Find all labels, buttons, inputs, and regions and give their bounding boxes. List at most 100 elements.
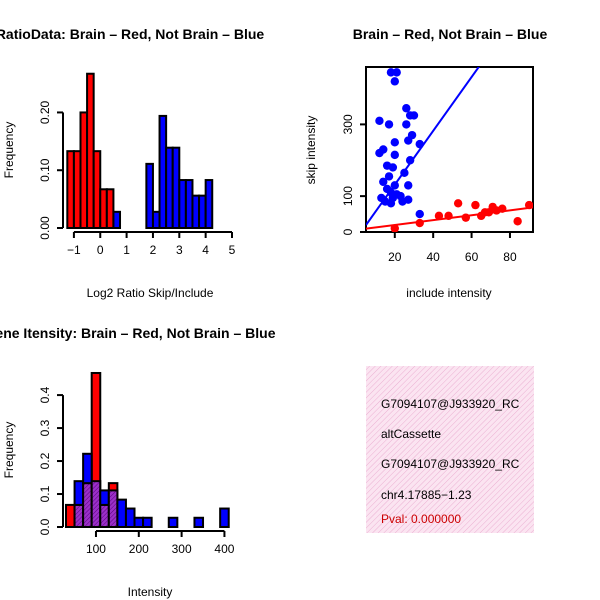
scatter-notbrain-point bbox=[415, 209, 424, 219]
scatter-notbrain-point bbox=[402, 120, 411, 129]
ratio-y-tick-label: 0.20 bbox=[38, 100, 52, 124]
scatter-brain-point bbox=[444, 211, 453, 221]
intensity-x-axis-label: Intensity bbox=[128, 585, 173, 599]
intensity-overlap-bar bbox=[82, 482, 93, 529]
intensity-x-tick-label: 300 bbox=[172, 542, 192, 556]
info-location: chr4.17885−1.23 bbox=[381, 488, 472, 502]
scatter-brain-point bbox=[471, 200, 480, 210]
ratio-histogram-panel: RatioData: Brain – Red, Not Brain – Blue… bbox=[0, 26, 264, 300]
scatter-brain-point bbox=[498, 204, 507, 213]
ratio-notbrain-bar bbox=[145, 162, 154, 229]
scatter-notbrain-point bbox=[390, 150, 399, 160]
intensity-y-tick-label: 0.0 bbox=[38, 518, 52, 535]
intensity-notbrain-bar bbox=[142, 516, 153, 528]
scatter-x-tick-label: 60 bbox=[465, 250, 479, 264]
intensity-notbrain-bar bbox=[133, 516, 145, 528]
intensity-notbrain-bar bbox=[99, 489, 110, 506]
ratio-x-tick-label: 0 bbox=[97, 243, 104, 257]
intensity-overlap-bar bbox=[99, 503, 110, 529]
scatter-notbrain-point bbox=[405, 156, 415, 165]
intensity-y-tick-label: 0.3 bbox=[38, 419, 52, 436]
scatter-notbrain-point bbox=[390, 181, 399, 190]
intensity-notbrain-bar bbox=[73, 480, 85, 506]
ratio-x-tick-label: 3 bbox=[176, 243, 183, 257]
intensity-scatter-panel: Brain – Red, Not Brain – Blue 20 40 60 80 0 1… bbox=[304, 26, 548, 300]
intensity-overlap-bar bbox=[90, 480, 102, 529]
info-gene-id-repeat: G7094107@J933920_RC bbox=[381, 457, 520, 471]
intensity-notbrain-bar bbox=[116, 498, 127, 528]
intensity-histogram-panel: Gene Itensity: Brain – Red, Not Brain – … bbox=[0, 325, 276, 599]
scatter-y-tick-label: 100 bbox=[341, 186, 355, 206]
scatter-brain-point bbox=[524, 200, 533, 210]
scatter-clipped-group bbox=[366, 67, 533, 232]
ratio-x-tick-label: 1 bbox=[123, 243, 130, 257]
scatter-notbrain-point bbox=[384, 120, 394, 129]
info-gene-id: G7094107@J933920_RC bbox=[381, 397, 520, 411]
scatter-notbrain-point bbox=[392, 68, 401, 77]
scatter-notbrain-point bbox=[404, 181, 413, 190]
ratio-notbrain-bar bbox=[204, 179, 214, 230]
scatter-brain-point bbox=[390, 224, 399, 232]
scatter-notbrain-point bbox=[402, 104, 411, 113]
ratio-x-tick-label: 2 bbox=[150, 243, 157, 257]
scatter-points bbox=[366, 67, 533, 232]
intensity-x-tick-label: 400 bbox=[214, 542, 234, 556]
scatter-y-tick-label: 0 bbox=[341, 228, 355, 235]
intensity-notbrain-bar bbox=[219, 507, 230, 529]
intensity-chart-title: Gene Itensity: Brain – Red, Not Brain – … bbox=[0, 325, 276, 341]
intensity-notbrain-bar bbox=[124, 507, 136, 529]
scatter-notbrain-point bbox=[386, 199, 396, 208]
scatter-x-tick-label: 20 bbox=[388, 250, 402, 264]
ratio-x-axis-label: Log2 Ratio Skip/Include bbox=[87, 286, 214, 300]
scatter-brain-point bbox=[434, 211, 444, 221]
scatter-notbrain-point bbox=[404, 195, 413, 204]
intensity-x-tick-label: 200 bbox=[129, 542, 149, 556]
intensity-x-tick-label: 100 bbox=[86, 542, 106, 556]
intensity-brain-bar bbox=[65, 503, 76, 529]
scatter-notbrain-point bbox=[390, 77, 399, 86]
scatter-brain-point bbox=[461, 213, 471, 222]
scatter-y-tick-label: 300 bbox=[341, 114, 355, 134]
scatter-brain-point bbox=[453, 199, 463, 208]
scatter-notbrain-point bbox=[384, 172, 394, 181]
ratio-bars bbox=[66, 72, 214, 230]
ratio-axes: −1 0 1 2 3 4 5 0.00 0.10 0.20 bbox=[38, 100, 236, 257]
info-event-type: altCassette bbox=[381, 427, 441, 441]
scatter-notbrain-point bbox=[407, 130, 417, 140]
scatter-notbrain-point bbox=[415, 139, 424, 149]
ratio-notbrain-bar bbox=[112, 210, 122, 229]
ratio-x-tick-label: 4 bbox=[202, 243, 209, 257]
scatter-notbrain-point bbox=[390, 138, 399, 147]
intensity-overlap-bar bbox=[107, 489, 119, 528]
scatter-x-tick-label: 80 bbox=[503, 250, 517, 264]
scatter-y-axis-label: skip intensity bbox=[304, 116, 318, 185]
scatter-x-tick-label: 40 bbox=[427, 250, 441, 264]
scatter-brain-point bbox=[513, 217, 522, 226]
intensity-y-tick-label: 0.2 bbox=[38, 452, 52, 469]
intensity-y-tick-label: 0.4 bbox=[38, 386, 52, 403]
scatter-notbrain-point bbox=[388, 163, 398, 172]
intensity-y-axis-label: Frequency bbox=[2, 422, 16, 479]
scatter-chart-title: Brain – Red, Not Brain – Blue bbox=[353, 26, 548, 42]
intensity-bars bbox=[65, 371, 230, 529]
intensity-notbrain-bar bbox=[82, 452, 93, 485]
scatter-notbrain-point bbox=[386, 68, 396, 77]
ratio-x-tick-label: 5 bbox=[229, 243, 236, 257]
scatter-notbrain-point bbox=[375, 116, 384, 126]
info-panel: G7094107@J933920_RC altCassette G7094107… bbox=[366, 366, 534, 533]
info-pvalue: Pval: 0.000000 bbox=[381, 512, 461, 526]
ratio-y-tick-label: 0.00 bbox=[38, 216, 52, 240]
info-panel-background bbox=[366, 366, 534, 533]
scatter-brain-point bbox=[415, 218, 424, 228]
intensity-y-tick-label: 0.1 bbox=[38, 485, 52, 502]
scatter-x-axis-label: include intensity bbox=[406, 286, 491, 300]
intensity-axes: 100 200 300 400 0.0 0.1 0.2 0.3 0.4 bbox=[38, 386, 235, 556]
intensity-notbrain-bar bbox=[167, 516, 179, 528]
ratio-y-tick-label: 0.10 bbox=[38, 158, 52, 182]
intensity-notbrain-bar bbox=[193, 516, 205, 528]
scatter-notbrain-point bbox=[379, 145, 388, 154]
intensity-overlap-bar bbox=[73, 503, 85, 529]
scatter-notbrain-point bbox=[400, 168, 409, 178]
ratio-chart-title: RatioData: Brain – Red, Not Brain – Blue bbox=[0, 26, 264, 42]
